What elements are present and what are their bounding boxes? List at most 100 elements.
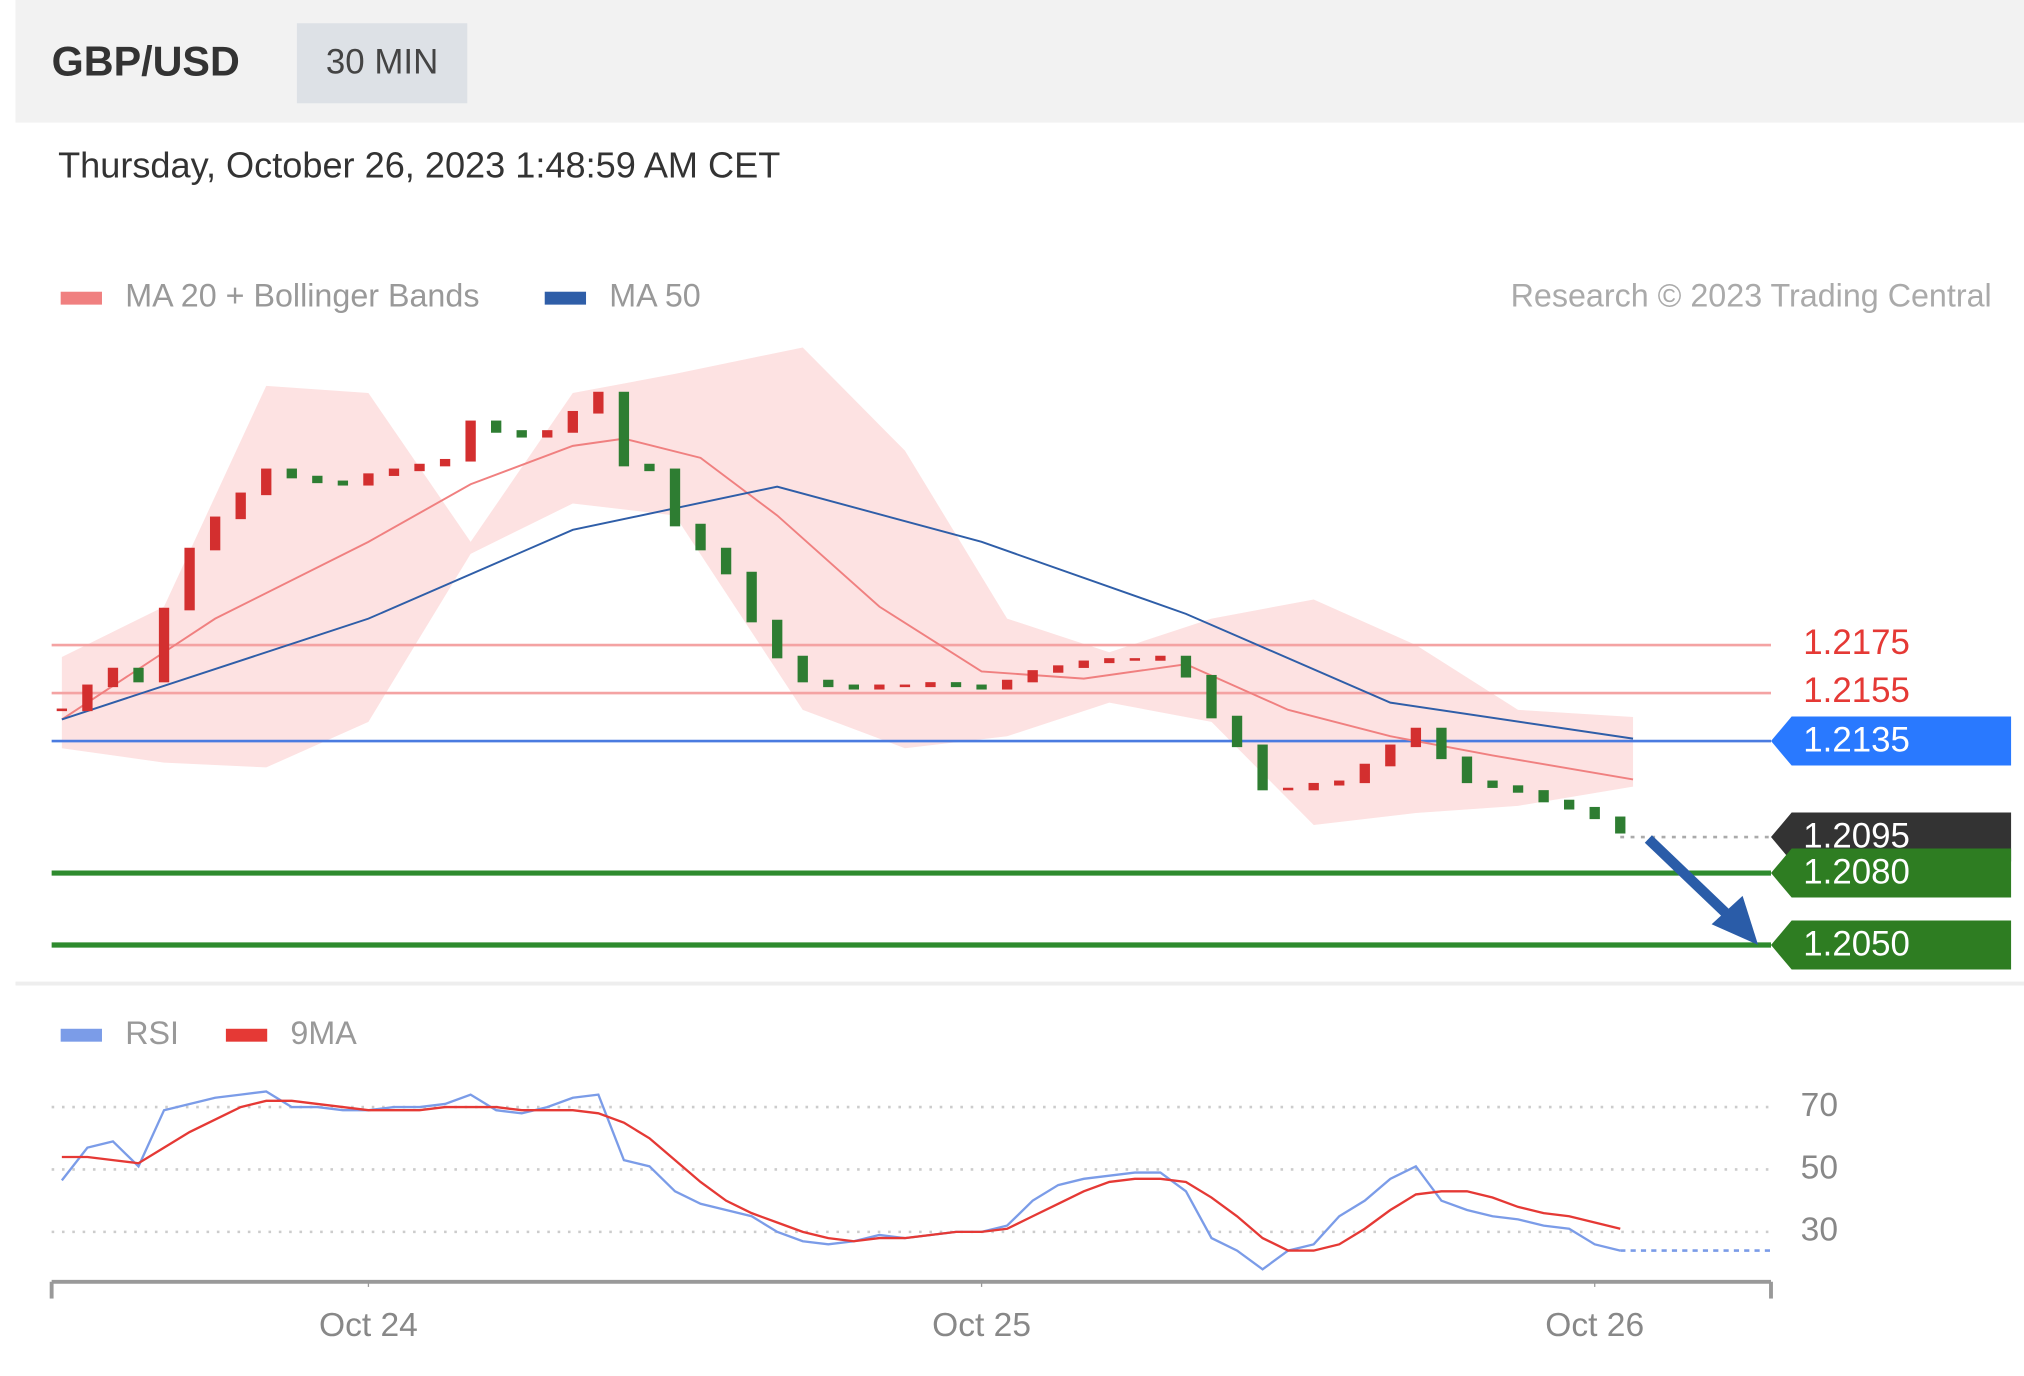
x-tick-label: Oct 26 <box>1545 1307 1644 1344</box>
price-pane: MA 20 + Bollinger Bands MA 50 1.2175 1.2155… <box>51 278 2012 970</box>
candle <box>1461 756 1473 784</box>
legend-label: RSI <box>125 1015 179 1051</box>
candle <box>567 410 578 433</box>
candle <box>1436 727 1447 760</box>
candle <box>1104 658 1115 664</box>
candle <box>899 684 911 688</box>
candle <box>1206 674 1217 719</box>
candle <box>56 708 68 712</box>
candle <box>976 684 987 690</box>
candle <box>1231 715 1243 748</box>
candle <box>823 679 834 688</box>
candle <box>746 571 757 623</box>
candle <box>1487 780 1498 788</box>
level-tag <box>1770 848 2012 898</box>
candle <box>1512 785 1524 793</box>
candle <box>491 420 502 433</box>
bollinger-band <box>61 347 1634 826</box>
level-tag <box>1770 716 2012 766</box>
candle <box>1155 655 1166 661</box>
candle <box>388 468 400 476</box>
legend-swatch <box>60 291 102 305</box>
candle <box>644 463 655 472</box>
candle <box>133 667 144 683</box>
candle <box>337 480 349 486</box>
x-tick-label: Oct 25 <box>932 1307 1031 1344</box>
candle <box>235 492 246 520</box>
candle <box>1129 658 1141 661</box>
candle <box>925 682 936 688</box>
candle <box>720 547 732 575</box>
candle <box>286 468 297 479</box>
moving-average-line <box>61 485 1634 740</box>
candle <box>1589 806 1600 820</box>
interval[interactable]: 30 MIN <box>326 43 438 82</box>
candle <box>261 468 272 496</box>
level-tag-label: 1.2135 <box>1803 721 1910 760</box>
forecast-arrow <box>1644 835 1740 927</box>
candle <box>950 682 962 688</box>
candle <box>593 391 604 414</box>
candle <box>1334 780 1345 786</box>
candle <box>772 619 783 659</box>
candle <box>1027 670 1038 683</box>
indicator-line <box>60 1090 1621 1271</box>
candle <box>1538 790 1549 803</box>
candle <box>1078 660 1089 668</box>
candle <box>414 463 425 472</box>
candle <box>1385 744 1396 767</box>
legend-label: MA 20 + Bollinger Bands <box>125 278 479 314</box>
candle <box>542 430 553 438</box>
level-label: 1.2155 <box>1803 671 1910 710</box>
candle <box>1308 782 1319 791</box>
candle <box>1615 816 1626 834</box>
candle <box>209 516 221 551</box>
level-tag <box>1770 920 2012 970</box>
candle <box>1282 787 1294 791</box>
candle <box>848 684 859 690</box>
candle <box>669 468 681 527</box>
legend-swatch <box>544 291 587 305</box>
legend-swatch <box>225 1028 268 1042</box>
level-tag-label: 1.2080 <box>1803 853 1910 892</box>
legend-label: MA 50 <box>609 278 700 314</box>
candle <box>1257 744 1268 791</box>
level-tag-label: 1.2050 <box>1803 925 1910 964</box>
candle <box>1410 727 1422 748</box>
legend-label: 9MA <box>290 1015 357 1051</box>
candle <box>516 430 527 438</box>
moving-average-line <box>61 437 1634 781</box>
interval-badge[interactable] <box>296 23 468 104</box>
candle <box>1359 763 1370 784</box>
indicator-line <box>61 1099 1621 1252</box>
candle <box>82 684 93 712</box>
x-tick-label: Oct 24 <box>319 1307 418 1344</box>
candle <box>618 391 630 467</box>
symbol: GBP/USD <box>52 38 240 84</box>
forecast-arrow-head <box>1711 895 1759 945</box>
rsi-pane: RSI 9MA 30 50 70 Oct 24 Oct 25 Oct 26 <box>49 1015 1838 1344</box>
y-tick-label: 50 <box>1801 1149 1838 1186</box>
legend-swatch <box>60 1028 102 1042</box>
y-tick-label: 30 <box>1801 1212 1838 1249</box>
timestamp: Thursday, October 26, 2023 1:48:59 AM CE… <box>58 144 780 185</box>
candle <box>312 475 323 484</box>
candle <box>695 523 706 551</box>
candle <box>439 458 451 467</box>
candle <box>107 667 119 688</box>
candle <box>184 547 195 611</box>
credit: Research © 2023 Trading Central <box>1511 278 1992 314</box>
candle <box>158 607 170 683</box>
candle <box>363 473 374 486</box>
candle <box>874 684 885 690</box>
candle <box>1180 655 1192 678</box>
candle <box>797 655 808 683</box>
candle <box>1001 679 1013 690</box>
candle <box>465 420 476 462</box>
candle <box>1053 665 1064 673</box>
y-tick-label: 70 <box>1801 1087 1838 1124</box>
level-label: 1.2175 <box>1803 623 1910 662</box>
candle <box>1564 799 1575 810</box>
